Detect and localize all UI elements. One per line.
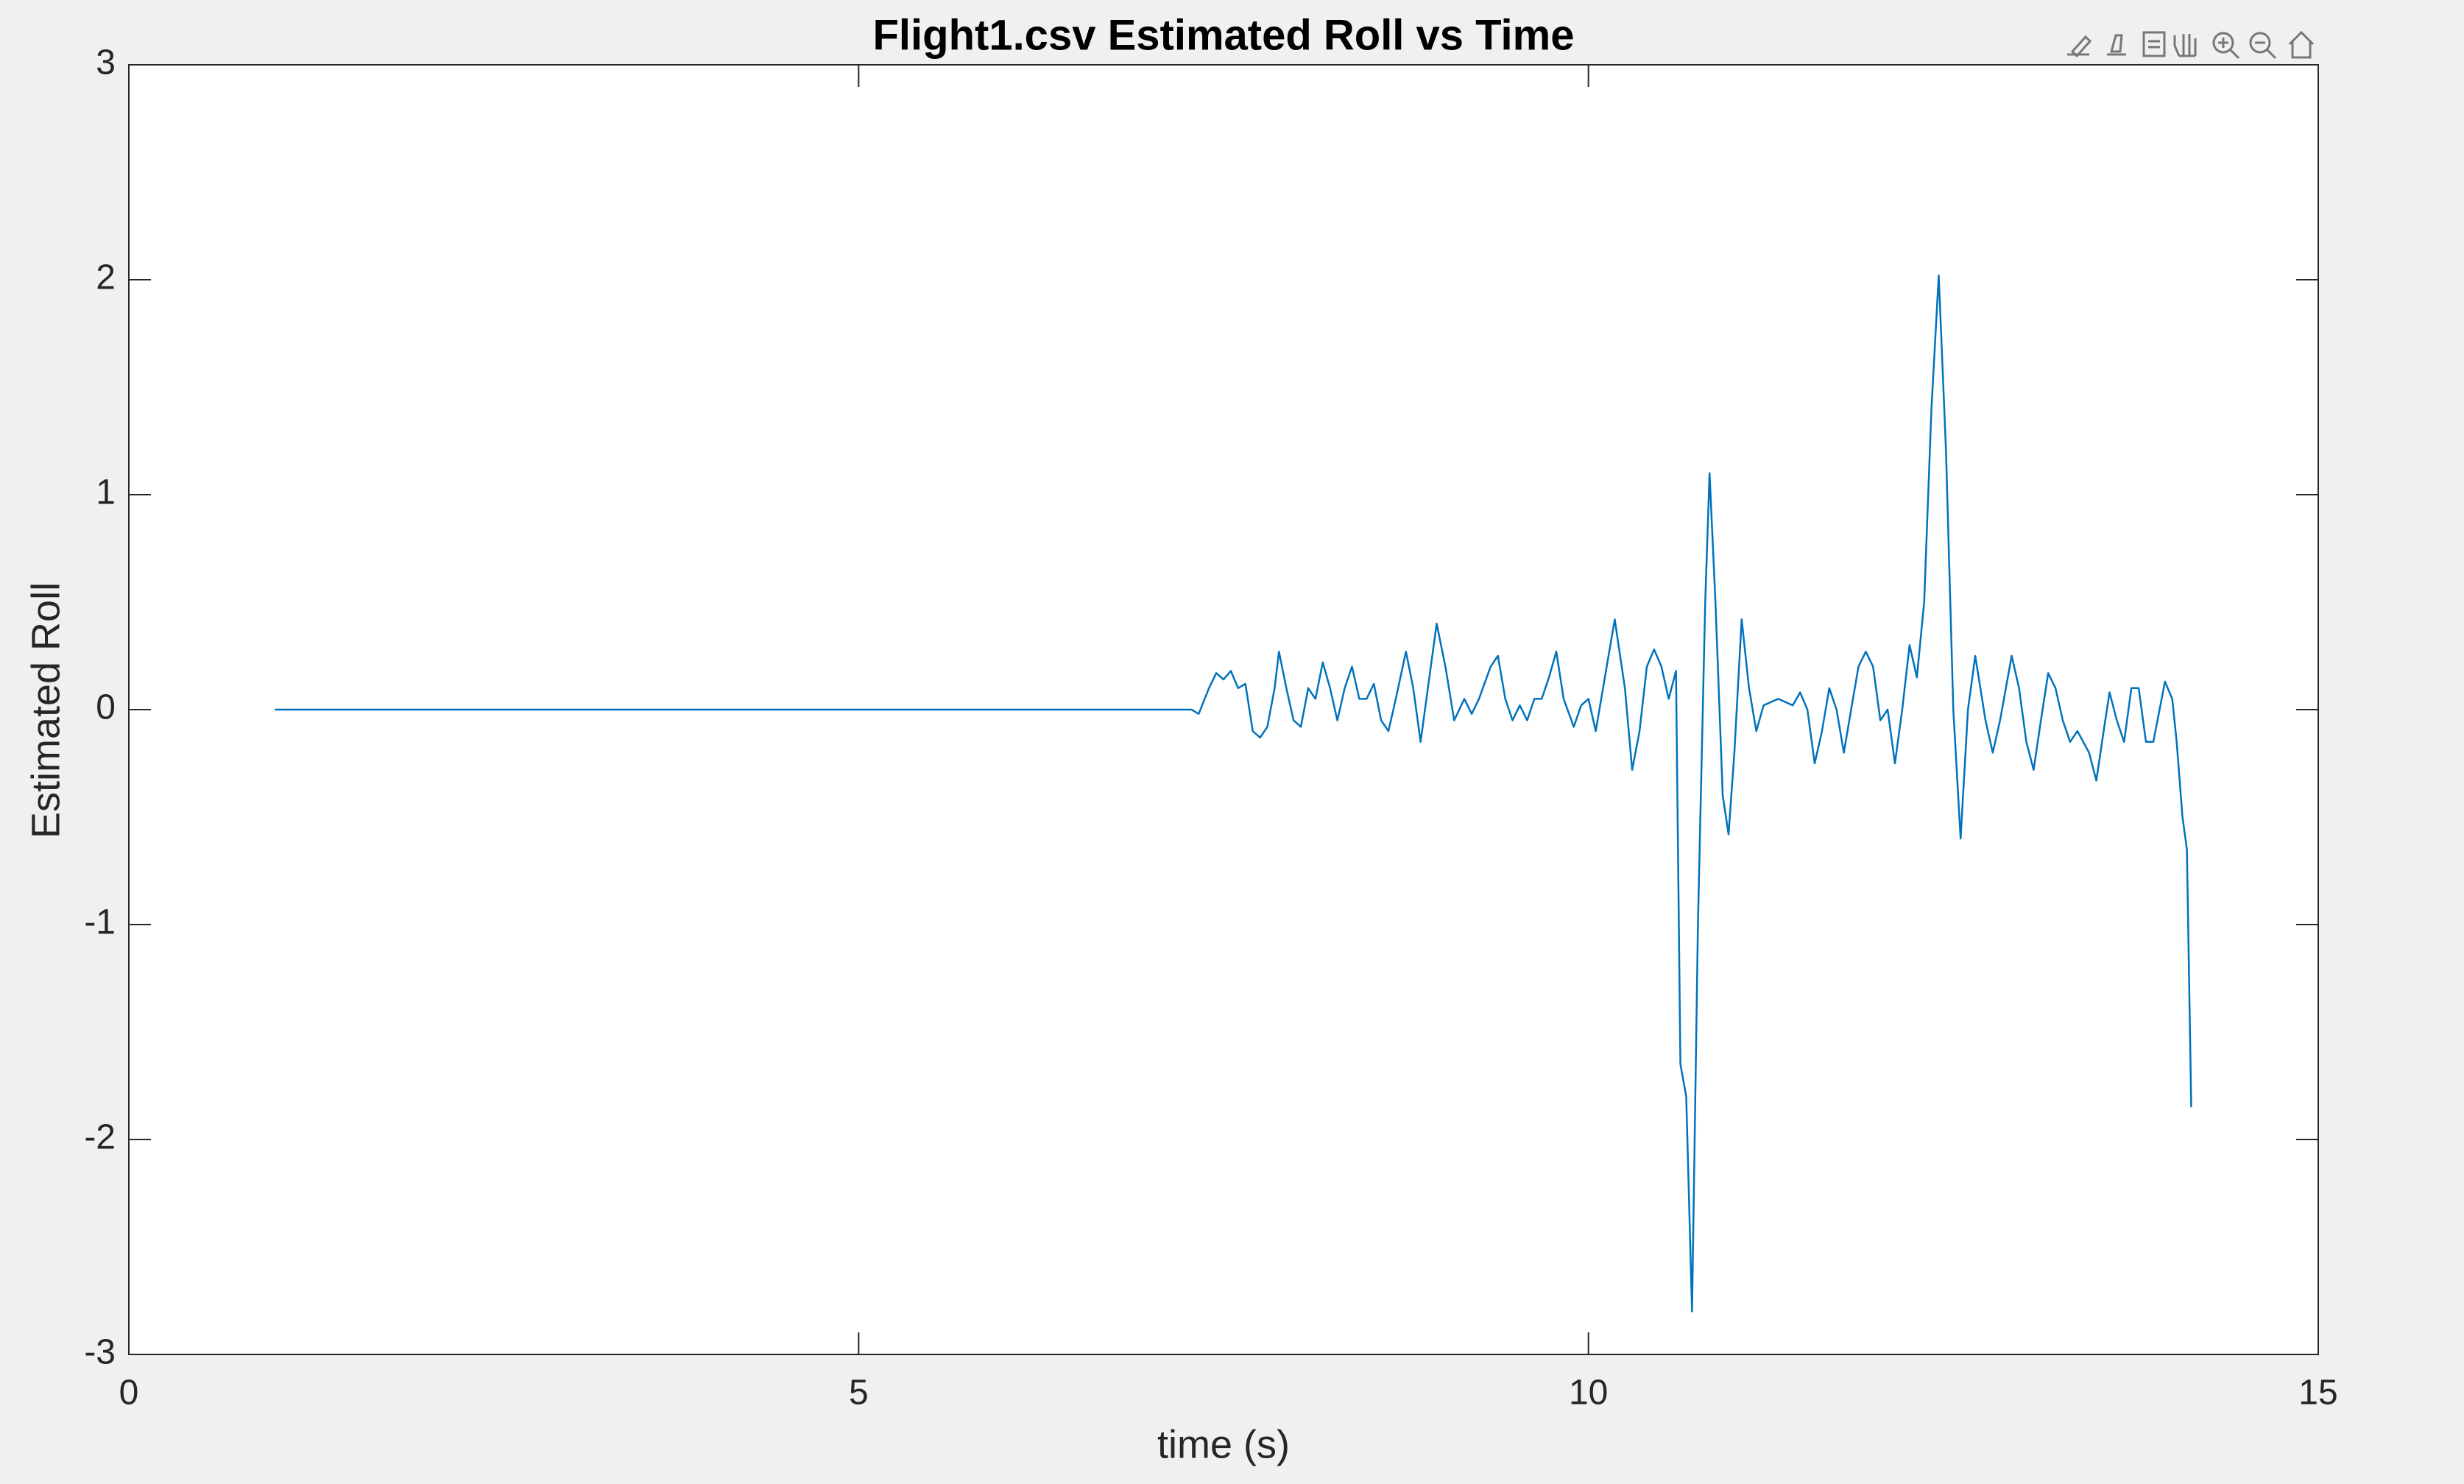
y-axis-label: Estimated Roll bbox=[24, 582, 68, 838]
legend-tool[interactable] bbox=[2142, 31, 2166, 57]
y-tick-label: -1 bbox=[84, 903, 116, 942]
home-tool[interactable] bbox=[2288, 30, 2315, 59]
zoom-in-tool[interactable] bbox=[2212, 32, 2240, 60]
chart-title: Flight1.csv Estimated Roll vs Time bbox=[872, 11, 1574, 59]
toolbar bbox=[2067, 30, 2315, 60]
zoom-out-tool[interactable] bbox=[2249, 32, 2277, 60]
x-tick-label: 5 bbox=[849, 1374, 869, 1413]
y-tick-label: -3 bbox=[84, 1333, 116, 1372]
y-tick-label: 0 bbox=[96, 688, 116, 727]
ticks bbox=[128, 64, 2319, 1355]
plot-area bbox=[275, 274, 2192, 1312]
pan-tool[interactable] bbox=[2173, 34, 2197, 57]
x-axis-label: time (s) bbox=[1157, 1422, 1290, 1466]
y-tick-label: 2 bbox=[96, 258, 116, 297]
x-tick-label: 0 bbox=[119, 1374, 139, 1413]
x-tick-label: 15 bbox=[2298, 1374, 2337, 1413]
data-line bbox=[275, 274, 2192, 1312]
data-tips-tool[interactable] bbox=[2107, 34, 2126, 56]
y-tick-label: -2 bbox=[84, 1118, 116, 1157]
y-tick-label: 3 bbox=[96, 43, 116, 82]
x-tick-label: 10 bbox=[1569, 1374, 1608, 1413]
brush-tool[interactable] bbox=[2067, 35, 2092, 58]
y-tick-label: 1 bbox=[96, 473, 116, 512]
